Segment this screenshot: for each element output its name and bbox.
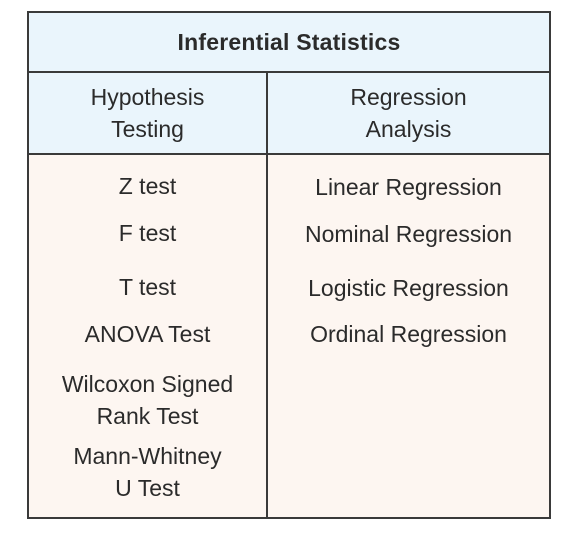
list-item-linear-regression: Linear Regression (315, 174, 502, 200)
list-item-z-test: Z test (118, 173, 177, 199)
list-item-wilcoxon-signed-rank-test: Wilcoxon Signed Rank Test (61, 371, 234, 429)
list-item-nominal-regression: Nominal Regression (304, 221, 513, 247)
column-header-label: Regression Analysis (350, 84, 467, 142)
column-header-label: Hypothesis Testing (90, 84, 205, 142)
list-item-logistic-regression: Logistic Regression (308, 275, 509, 301)
list-item-anova-test: ANOVA Test (84, 321, 211, 347)
list-item-mann-whitney-u-test: Mann-Whitney U Test (73, 443, 222, 501)
list-item-t-test: T test (118, 274, 177, 300)
list-item-ordinal-regression: Ordinal Regression (310, 321, 507, 347)
list-item-f-test: F test (118, 220, 177, 246)
table-title: Inferential Statistics (29, 13, 549, 73)
column-divider (266, 73, 268, 517)
inferential-statistics-table: Inferential Statistics Hypothesis Testin… (27, 11, 551, 519)
column-header-hypothesis-testing: Hypothesis Testing (29, 73, 266, 153)
column-header-row: Hypothesis Testing Regression Analysis (29, 73, 549, 155)
column-header-regression-analysis: Regression Analysis (268, 73, 549, 153)
